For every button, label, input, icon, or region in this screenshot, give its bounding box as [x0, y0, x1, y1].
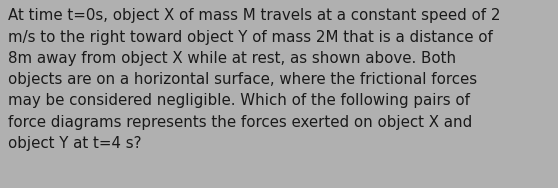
- Text: At time t=0s, object X of mass M travels at a constant speed of 2
m/s to the rig: At time t=0s, object X of mass M travels…: [8, 8, 501, 151]
